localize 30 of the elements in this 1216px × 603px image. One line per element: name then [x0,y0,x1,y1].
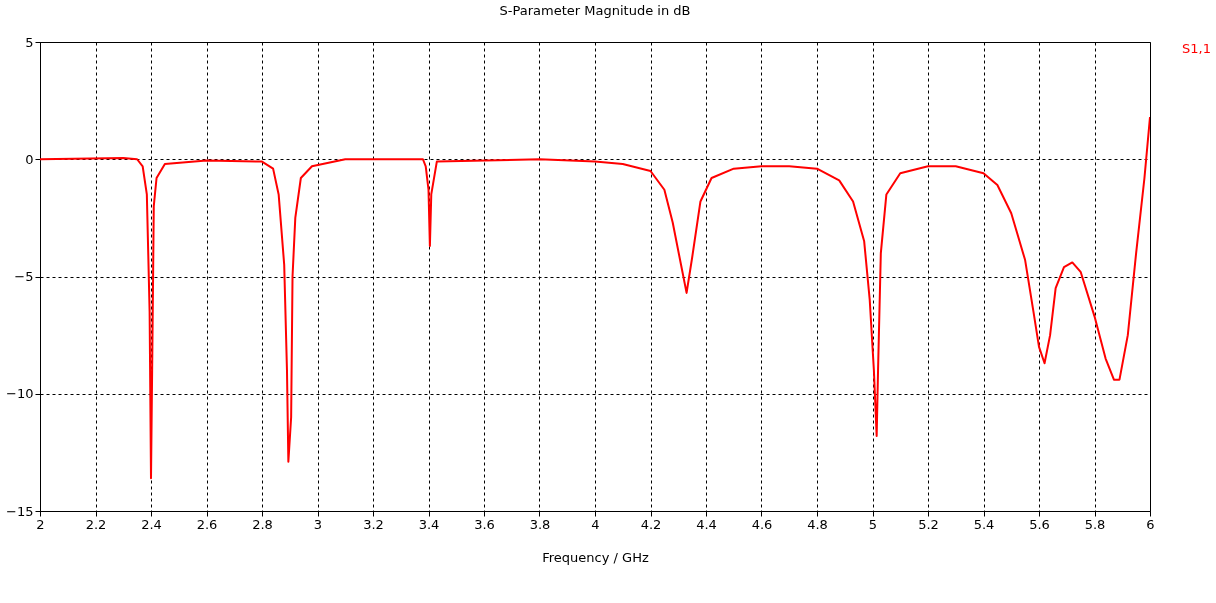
x-tick-label: 5.8 [1084,516,1106,532]
chart-title: S-Parameter Magnitude in dB [499,3,691,18]
y-tick-label: −10 [6,386,34,402]
y-tick-label: −5 [14,269,34,284]
x-tick-label: 6 [1146,516,1155,532]
x-tick-label: 3.2 [363,516,384,532]
x-tick-label: 4.8 [807,516,828,532]
x-tick-label: 4.6 [751,516,773,532]
x-tick-label: 3.6 [474,516,495,532]
x-tick-label: 5.2 [918,516,939,532]
x-tick-label: 4.2 [640,516,662,532]
x-tick-label: 5.6 [1029,516,1050,532]
text: S1,1 [1182,40,1211,56]
y-tick-label: 0 [25,151,34,167]
x-tick-label: 5 [868,516,878,532]
x-tick-label: 2.6 [196,516,218,532]
x-tick-label: 2.2 [85,516,107,532]
x-tick-label: 3.4 [418,516,440,532]
y-tick-label: 5 [25,34,34,50]
line-series [40,116,1150,480]
x-tick-label: 2.8 [252,516,273,532]
x-tick-label: 4 [591,516,600,532]
x-tick-label: 5.4 [973,516,995,532]
x-axis-title: Frequency / GHz [542,549,649,565]
x-tick-label: 2 [36,516,45,532]
x-tick-label: 3 [313,516,323,532]
x-tick-label: 3.8 [529,516,551,532]
x-tick-label: 4.4 [696,516,717,532]
y-tick-label: −15 [6,503,34,519]
x-tick-label: 2.4 [141,516,162,532]
